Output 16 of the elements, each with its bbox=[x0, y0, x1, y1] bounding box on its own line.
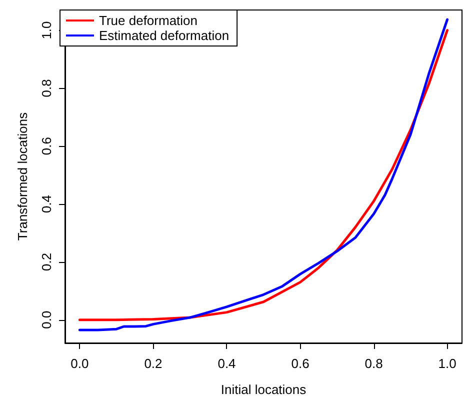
y-tick-label: 0.6 bbox=[39, 137, 54, 156]
x-tick-label: 1.0 bbox=[438, 356, 456, 371]
y-tick-label: 0.0 bbox=[39, 310, 54, 329]
legend-label: Estimated deformation bbox=[99, 28, 230, 43]
x-tick-label: 0.6 bbox=[291, 356, 310, 371]
y-tick-label: 0.2 bbox=[39, 252, 54, 271]
y-tick-label: 0.4 bbox=[39, 194, 54, 214]
x-tick-label: 0.0 bbox=[70, 356, 89, 371]
x-tick-label: 0.8 bbox=[364, 356, 383, 371]
legend-label: True deformation bbox=[99, 13, 198, 28]
x-axis-title: Initial locations bbox=[220, 382, 307, 397]
x-tick-label: 0.2 bbox=[144, 356, 162, 371]
y-axis-title: Transformed locations bbox=[15, 112, 30, 241]
y-tick-label: 1.0 bbox=[39, 21, 54, 40]
y-tick-label: 0.8 bbox=[39, 79, 54, 98]
x-tick-label: 0.4 bbox=[218, 356, 236, 371]
